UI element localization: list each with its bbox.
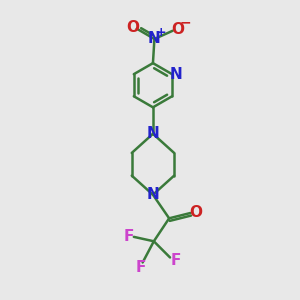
Text: F: F [136,260,146,275]
Text: O: O [126,20,139,35]
Text: +: + [156,26,166,39]
Text: N: N [147,187,159,202]
Text: N: N [148,32,161,46]
Text: O: O [171,22,184,37]
Text: F: F [123,229,134,244]
Text: N: N [169,67,182,82]
Text: F: F [170,253,181,268]
Text: O: O [190,205,203,220]
Text: −: − [179,16,191,29]
Text: N: N [147,126,159,141]
